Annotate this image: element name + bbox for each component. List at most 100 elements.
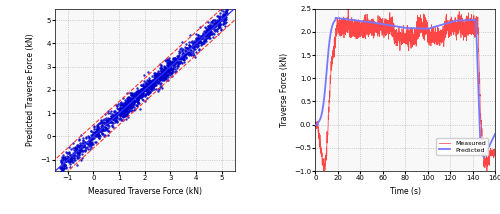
- Point: [133, 100, 141, 103]
- Point: [74, 155, 82, 158]
- Point: [181, 53, 189, 57]
- Point: [188, 53, 196, 56]
- Point: [194, 43, 202, 46]
- Point: [176, 48, 184, 51]
- Point: [118, 102, 126, 105]
- Point: [121, 106, 129, 109]
- Point: [156, 76, 164, 79]
- Point: [196, 41, 203, 44]
- Point: [134, 89, 142, 92]
- Point: [162, 68, 170, 71]
- Point: [192, 45, 200, 48]
- Point: [186, 52, 194, 56]
- Point: [127, 96, 135, 100]
- Point: [94, 131, 102, 134]
- Point: [78, 153, 86, 156]
- Point: [75, 144, 83, 148]
- Point: [127, 94, 135, 97]
- Point: [62, 158, 70, 162]
- Point: [99, 129, 107, 132]
- Point: [188, 45, 196, 48]
- Point: [167, 68, 175, 71]
- Point: [134, 101, 142, 104]
- Point: [108, 120, 116, 123]
- Point: [116, 113, 124, 117]
- Point: [136, 95, 144, 99]
- Point: [81, 150, 89, 153]
- Point: [130, 100, 138, 103]
- Point: [66, 154, 74, 157]
- Point: [202, 39, 209, 42]
- Point: [117, 103, 125, 107]
- Point: [168, 71, 175, 74]
- Point: [72, 147, 80, 151]
- Point: [63, 157, 71, 160]
- Point: [82, 136, 90, 139]
- Point: [124, 100, 132, 103]
- Point: [75, 138, 83, 141]
- Point: [130, 92, 138, 95]
- Point: [134, 101, 142, 105]
- Point: [155, 75, 163, 79]
- Point: [200, 31, 207, 34]
- Point: [200, 42, 208, 45]
- Point: [192, 32, 200, 36]
- Point: [145, 86, 153, 89]
- Point: [127, 98, 135, 101]
- Point: [134, 95, 141, 99]
- Point: [186, 46, 194, 49]
- Point: [154, 75, 162, 79]
- Point: [97, 120, 105, 123]
- Point: [216, 22, 224, 26]
- Point: [104, 123, 112, 126]
- Point: [124, 106, 132, 109]
- Point: [124, 106, 132, 109]
- Point: [86, 133, 94, 136]
- Point: [164, 63, 172, 67]
- Point: [63, 158, 71, 162]
- Point: [200, 39, 208, 42]
- Point: [160, 78, 168, 81]
- Point: [72, 156, 80, 159]
- Point: [67, 156, 75, 159]
- Point: [104, 133, 112, 137]
- Point: [104, 120, 112, 123]
- Point: [82, 146, 90, 149]
- Point: [202, 25, 209, 29]
- Point: [120, 110, 128, 113]
- Point: [92, 132, 100, 135]
- Point: [116, 111, 124, 114]
- Point: [168, 59, 176, 63]
- Point: [185, 51, 193, 54]
- Point: [180, 60, 188, 64]
- Point: [206, 25, 214, 28]
- Point: [126, 105, 134, 108]
- Point: [152, 79, 160, 82]
- Point: [57, 167, 65, 170]
- Point: [151, 73, 159, 76]
- Point: [144, 96, 152, 99]
- Point: [139, 84, 147, 88]
- Point: [198, 35, 206, 38]
- Point: [205, 24, 213, 28]
- Point: [178, 52, 186, 56]
- Point: [124, 97, 132, 101]
- Point: [130, 95, 138, 98]
- Point: [176, 56, 184, 59]
- Point: [146, 86, 154, 89]
- Point: [156, 74, 164, 78]
- Point: [106, 129, 114, 133]
- Point: [128, 91, 136, 95]
- Point: [206, 31, 214, 34]
- Point: [79, 142, 87, 145]
- Point: [132, 99, 140, 102]
- Point: [62, 165, 70, 169]
- Point: [186, 52, 194, 55]
- Point: [104, 123, 112, 126]
- Point: [145, 83, 153, 86]
- Point: [142, 88, 150, 91]
- Point: [151, 74, 159, 77]
- Point: [192, 40, 200, 44]
- Point: [92, 130, 100, 133]
- Point: [72, 148, 80, 152]
